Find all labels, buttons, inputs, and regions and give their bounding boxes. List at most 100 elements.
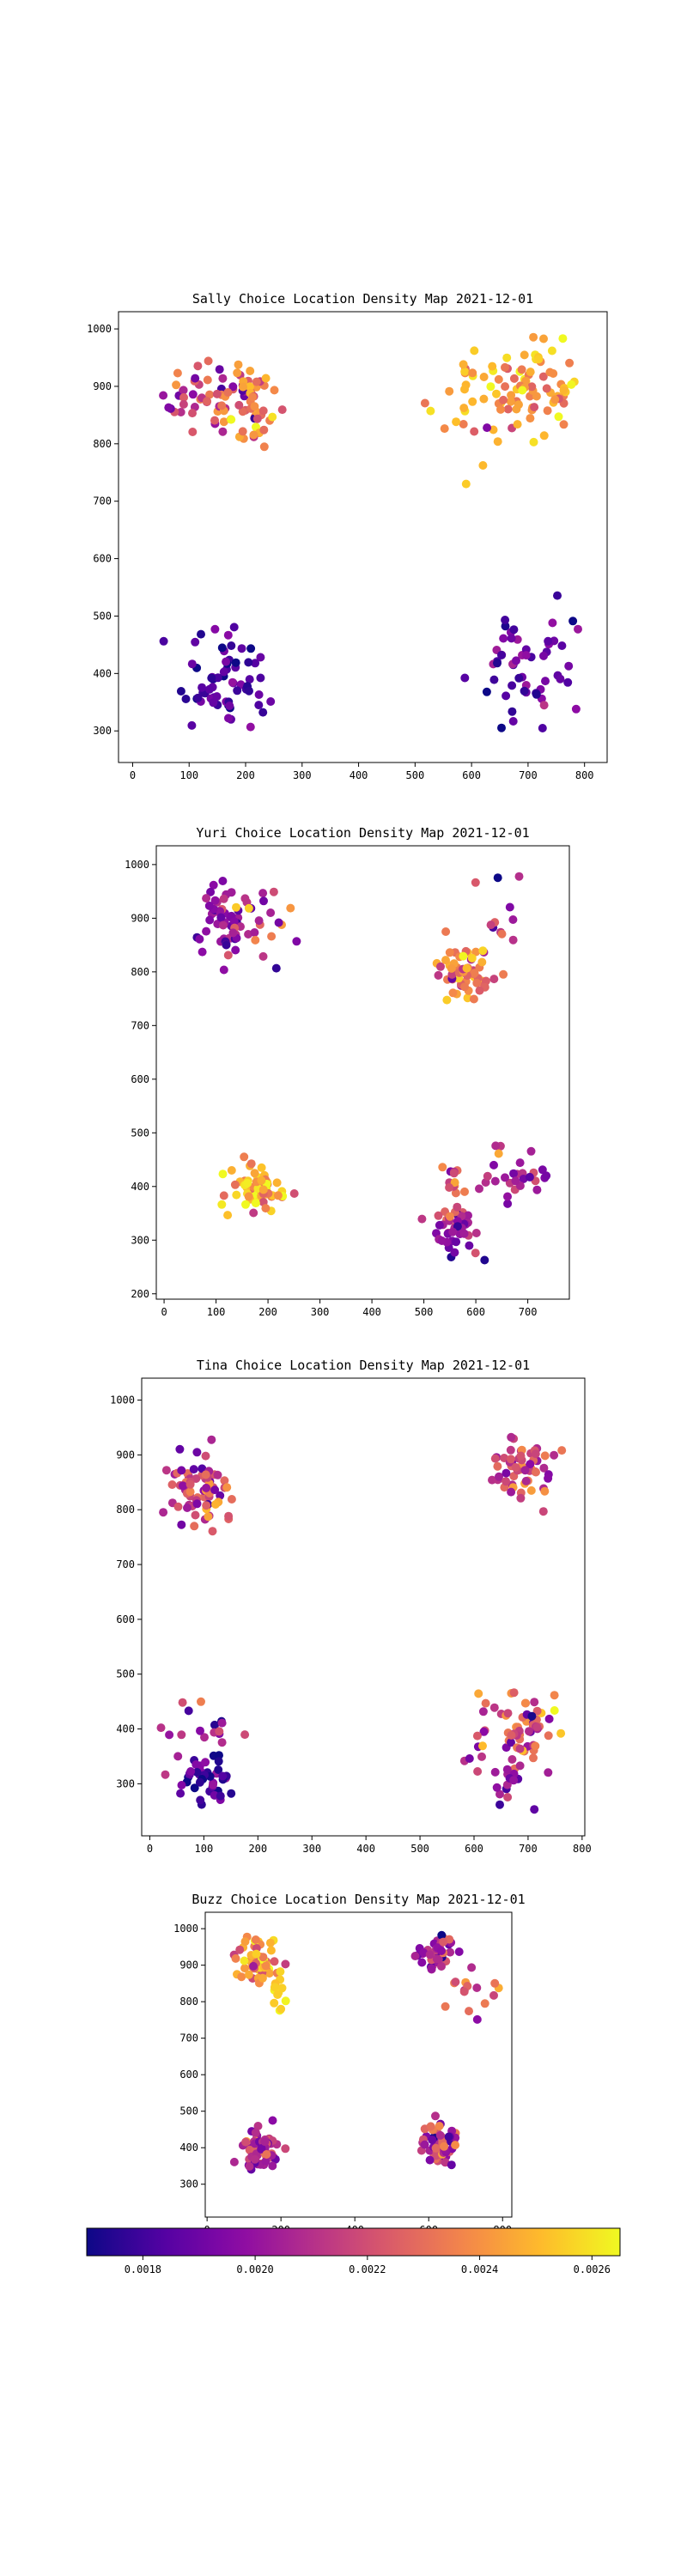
data-point <box>452 1237 461 1247</box>
data-point <box>472 1984 482 1992</box>
data-point <box>499 395 508 404</box>
data-point <box>274 918 283 927</box>
data-point <box>218 427 228 436</box>
data-point <box>173 1752 183 1761</box>
y-tick-label: 900 <box>131 912 149 924</box>
data-point <box>270 386 279 395</box>
data-point <box>232 902 240 912</box>
x-tick-label: 200 <box>258 1306 277 1318</box>
data-point <box>556 674 565 683</box>
data-point <box>211 1500 220 1509</box>
data-point <box>515 1744 525 1753</box>
data-point <box>234 400 244 410</box>
data-point <box>495 1789 504 1799</box>
data-point <box>489 675 499 684</box>
data-point <box>438 1163 447 1172</box>
data-point <box>425 2155 435 2165</box>
data-point <box>495 1800 504 1809</box>
data-point <box>207 1435 216 1444</box>
data-point <box>241 2137 251 2147</box>
data-point <box>224 1511 234 1521</box>
data-point <box>209 1780 217 1789</box>
data-point <box>448 988 458 998</box>
data-point <box>266 697 276 706</box>
data-point <box>210 1485 220 1495</box>
data-point <box>478 1707 488 1716</box>
data-point <box>492 1783 502 1792</box>
data-point <box>196 1795 205 1805</box>
x-tick-label: 200 <box>236 769 255 781</box>
data-point <box>509 374 519 383</box>
data-point <box>261 2157 271 2166</box>
data-point <box>520 1698 530 1708</box>
axes-frame <box>204 1911 513 2218</box>
data-point <box>184 1706 193 1716</box>
data-point <box>204 1512 213 1522</box>
data-point <box>198 683 207 692</box>
data-point <box>472 2014 482 2024</box>
data-point <box>530 403 539 412</box>
data-point <box>192 1499 202 1509</box>
data-point <box>254 690 264 699</box>
data-point <box>559 420 568 429</box>
data-point <box>173 368 182 378</box>
data-point <box>265 1938 275 1947</box>
data-point <box>529 437 538 447</box>
data-point <box>544 1768 553 1777</box>
data-point <box>540 1451 550 1461</box>
data-point <box>459 360 468 369</box>
data-point <box>518 386 527 395</box>
data-point <box>435 1220 444 1230</box>
data-point <box>538 372 548 381</box>
data-point <box>556 1728 566 1738</box>
x-tick-label: 700 <box>519 769 538 781</box>
data-point <box>539 651 548 660</box>
data-point <box>227 641 236 650</box>
data-point <box>490 1978 500 1988</box>
chart-title: Yuri Choice Location Density Map 2021-12… <box>196 825 529 841</box>
data-point <box>526 368 535 377</box>
data-point <box>472 1731 482 1741</box>
colorbar-gradient <box>86 2227 621 2257</box>
data-point <box>201 1758 210 1767</box>
data-point <box>445 948 454 957</box>
data-point <box>249 430 258 440</box>
data-point <box>205 390 214 399</box>
data-point <box>245 675 254 684</box>
data-point <box>276 1967 285 1977</box>
data-point <box>213 1470 222 1479</box>
data-point <box>449 1169 459 1178</box>
x-tick-label: 0 <box>161 1306 167 1318</box>
data-point <box>540 1486 550 1496</box>
x-tick-label: 500 <box>415 1306 434 1318</box>
data-point <box>507 1487 516 1497</box>
data-point <box>521 651 531 660</box>
buzz-density-map: Buzz Choice Location Density Map 2021-12… <box>173 1892 526 2236</box>
data-point <box>204 356 213 366</box>
data-point <box>240 1937 250 1947</box>
colorbar-tick-label: 0.0020 <box>236 2263 273 2275</box>
data-point <box>574 624 582 634</box>
data-point <box>241 1200 250 1209</box>
data-point <box>201 1451 210 1461</box>
data-point <box>420 2140 429 2149</box>
data-point <box>481 1698 490 1708</box>
y-tick-label: 400 <box>116 1723 135 1735</box>
data-point <box>227 415 236 424</box>
data-point <box>463 993 472 1003</box>
data-point <box>202 894 211 903</box>
data-point <box>440 2142 449 2151</box>
data-point <box>271 963 281 973</box>
y-tick-label: 900 <box>116 1449 135 1461</box>
data-point <box>527 1711 537 1721</box>
data-point <box>514 872 524 881</box>
data-point <box>475 986 484 995</box>
data-point <box>218 374 228 383</box>
data-point <box>177 1520 186 1529</box>
data-point <box>218 1170 228 1179</box>
data-point <box>218 877 228 885</box>
data-point <box>489 975 499 984</box>
data-point <box>493 437 502 447</box>
data-point <box>508 707 517 716</box>
data-point <box>490 1454 500 1463</box>
